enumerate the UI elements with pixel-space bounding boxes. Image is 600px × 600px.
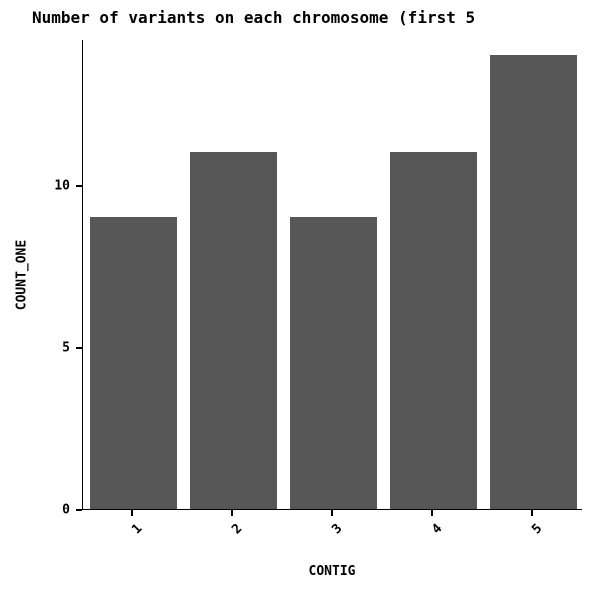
chart-title: Number of variants on each chromosome (f… [0,8,600,27]
bar [190,152,277,509]
y-tick [76,347,82,349]
bar [490,55,577,509]
x-tick [131,510,133,516]
x-tick [231,510,233,516]
y-tick [76,185,82,187]
y-tick-label: 0 [0,503,70,518]
x-tick-label: 1 [129,521,145,537]
y-axis-label: COUNT_ONE [15,240,30,310]
x-tick [331,510,333,516]
y-tick [76,509,82,511]
x-tick [531,510,533,516]
x-tick-label: 2 [229,521,245,537]
x-tick-label: 5 [529,521,545,537]
x-tick [431,510,433,516]
x-axis-label: CONTIG [309,564,356,579]
chart-container: Number of variants on each chromosome (f… [0,0,600,600]
y-tick-label: 10 [0,178,70,193]
x-tick-label: 4 [429,521,445,537]
y-tick-label: 5 [0,340,70,355]
bar [390,152,477,509]
bar [290,217,377,509]
bar [90,217,177,509]
plot-area [82,40,582,510]
x-tick-label: 3 [329,521,345,537]
